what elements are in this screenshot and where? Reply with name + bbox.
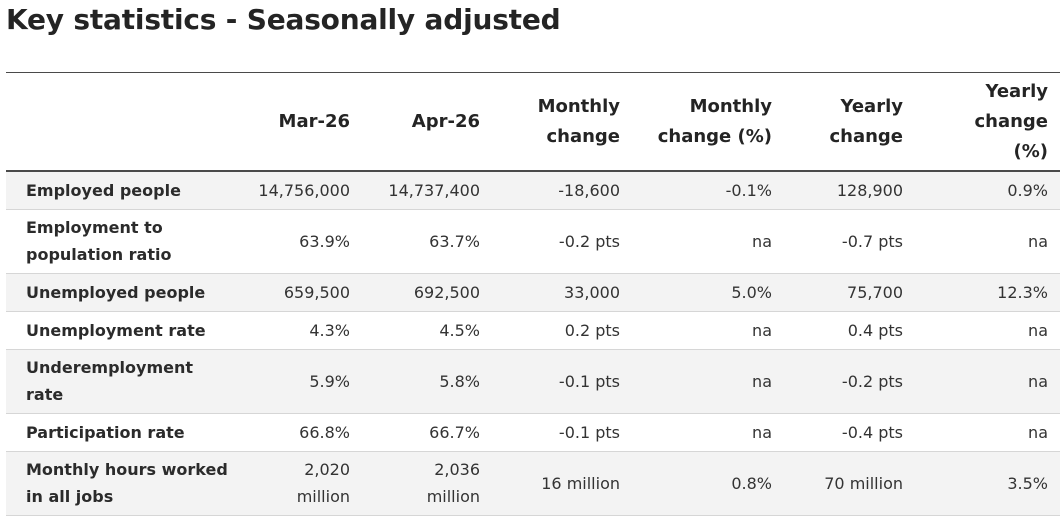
cell-monthly-change: -0.1 pts (558, 422, 620, 442)
cell-yearly-change: 75,700 (847, 282, 903, 302)
cell-monthly-change-pct: na (752, 422, 772, 442)
cell-yearly-change-pct: na (1028, 422, 1048, 442)
cell-apr-26: 63.7% (429, 231, 480, 251)
table-row: Unemployment rate 4.3% 4.5% 0.2 pts na 0… (6, 311, 1060, 349)
table-row: Employment to population ratio 63.9% 63.7… (6, 209, 1060, 273)
cell-monthly-change: -0.1 pts (558, 371, 620, 391)
cell-yearly-change-pct: 12.3% (997, 282, 1048, 302)
cell-monthly-change-pct: -0.1% (725, 180, 772, 200)
row-label: Underemployment rate (26, 358, 194, 404)
cell-apr-26: 66.7% (429, 422, 480, 442)
header-row: Mar-26 Apr-26 Monthly change Monthly chang… (6, 72, 1060, 172)
table-header: Mar-26 Apr-26 Monthly change Monthly chang… (6, 72, 1060, 172)
cell-mar-26: 5.9% (309, 371, 350, 391)
table-body: Employed people 14,756,000 14,737,400 -1… (6, 171, 1060, 515)
row-label: Participation rate (26, 422, 185, 442)
cell-monthly-change-pct: na (752, 371, 772, 391)
header-yearly-change: Yearly change (829, 95, 903, 147)
cell-yearly-change-pct: na (1028, 231, 1048, 251)
cell-monthly-change-pct: 5.0% (731, 282, 772, 302)
cell-yearly-change-pct: 3.5% (1007, 473, 1048, 493)
row-label: Monthly hours worked in all jobs (26, 460, 228, 506)
cell-monthly-change-pct: na (752, 320, 772, 340)
cell-apr-26: 692,500 (413, 282, 480, 302)
header-monthly-change-pct: Monthly change (%) (657, 95, 772, 147)
cell-monthly-change-pct: 0.8% (731, 473, 772, 493)
cell-yearly-change: 0.4 pts (847, 320, 903, 340)
header-monthly-change: Monthly change (537, 95, 620, 147)
cell-yearly-change-pct: na (1028, 320, 1048, 340)
cell-mar-26: 4.3% (309, 320, 350, 340)
table-row: Unemployed people 659,500 692,500 33,000… (6, 273, 1060, 311)
cell-monthly-change: -18,600 (558, 180, 620, 200)
cell-mar-26: 63.9% (299, 231, 350, 251)
cell-mar-26: 66.8% (299, 422, 350, 442)
header-yearly-change-pct: Yearly change (%) (974, 80, 1048, 162)
cell-yearly-change-pct: 0.9% (1007, 180, 1048, 200)
cell-monthly-change: 33,000 (564, 282, 620, 302)
header-label (6, 73, 252, 172)
cell-mar-26: 2,020 million (296, 460, 350, 506)
cell-monthly-change-pct: na (752, 231, 772, 251)
page-title: Key statistics - Seasonally adjusted (6, 3, 561, 36)
cell-yearly-change: -0.4 pts (841, 422, 903, 442)
cell-monthly-change: 0.2 pts (564, 320, 620, 340)
cell-monthly-change: -0.2 pts (558, 231, 620, 251)
table-row: Employed people 14,756,000 14,737,400 -1… (6, 171, 1060, 209)
cell-yearly-change: -0.7 pts (841, 231, 903, 251)
cell-apr-26: 2,036 million (426, 460, 480, 506)
cell-mar-26: 14,756,000 (258, 180, 350, 200)
header-mar-26: Mar-26 (278, 110, 350, 132)
row-label: Employment to population ratio (26, 218, 172, 264)
cell-apr-26: 14,737,400 (388, 180, 480, 200)
row-label: Unemployment rate (26, 320, 206, 340)
cell-yearly-change-pct: na (1028, 371, 1048, 391)
cell-apr-26: 5.8% (439, 371, 480, 391)
cell-yearly-change: 128,900 (836, 180, 903, 200)
cell-monthly-change: 16 million (541, 473, 620, 493)
cell-yearly-change: -0.2 pts (841, 371, 903, 391)
cell-yearly-change: 70 million (824, 473, 903, 493)
row-label: Employed people (26, 180, 181, 200)
cell-mar-26: 659,500 (283, 282, 350, 302)
table-row: Monthly hours worked in all jobs 2,020 mil… (6, 451, 1060, 515)
key-statistics-table: Mar-26 Apr-26 Monthly change Monthly chang… (6, 72, 1060, 516)
cell-apr-26: 4.5% (439, 320, 480, 340)
table-row: Participation rate 66.8% 66.7% -0.1 pts … (6, 413, 1060, 451)
row-label: Unemployed people (26, 282, 206, 302)
table-row: Underemployment rate 5.9% 5.8% -0.1 pts n… (6, 349, 1060, 413)
header-apr-26: Apr-26 (411, 110, 480, 132)
